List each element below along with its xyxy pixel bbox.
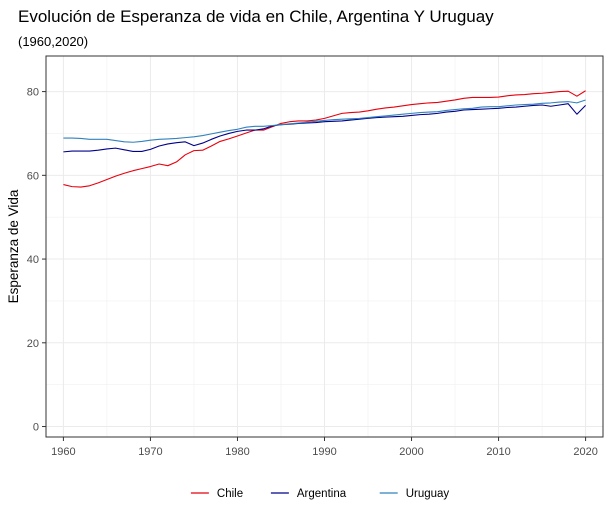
axes: 1960 1970 1980 1990 2000 2010 2020 0 20 40 60 80 bbox=[27, 55, 604, 458]
x-tick-label: 1970 bbox=[138, 446, 162, 458]
y-tick-label: 80 bbox=[27, 87, 39, 99]
legend-label-chile: Chile bbox=[217, 488, 243, 500]
series-line-argentina bbox=[63, 103, 586, 153]
y-tick-label: 60 bbox=[27, 170, 39, 182]
chart-title: Evolución de Esperanza de vida en Chile,… bbox=[18, 7, 494, 26]
series-lines bbox=[63, 90, 586, 188]
legend-label-uruguay: Uruguay bbox=[406, 488, 450, 500]
series-line-uruguay bbox=[63, 99, 586, 143]
series-line-chile bbox=[63, 90, 586, 188]
y-axis-label: Esperanza de Vida bbox=[6, 189, 21, 303]
x-tick-label: 2020 bbox=[573, 446, 597, 458]
x-tick-label: 1980 bbox=[225, 446, 249, 458]
y-tick-label: 40 bbox=[27, 254, 39, 266]
y-tick-label: 20 bbox=[27, 338, 39, 350]
legend-label-argentina: Argentina bbox=[297, 488, 347, 500]
x-tick-label: 1960 bbox=[51, 446, 75, 458]
x-tick-label: 2000 bbox=[399, 446, 423, 458]
grid-lines bbox=[46, 56, 603, 437]
chart-subtitle: (1960,2020) bbox=[18, 34, 88, 49]
y-tick-label: 0 bbox=[33, 422, 39, 434]
x-tick-label: 1990 bbox=[312, 446, 336, 458]
x-tick-label: 2010 bbox=[486, 446, 510, 458]
legend: Chile Argentina Uruguay bbox=[190, 488, 450, 500]
